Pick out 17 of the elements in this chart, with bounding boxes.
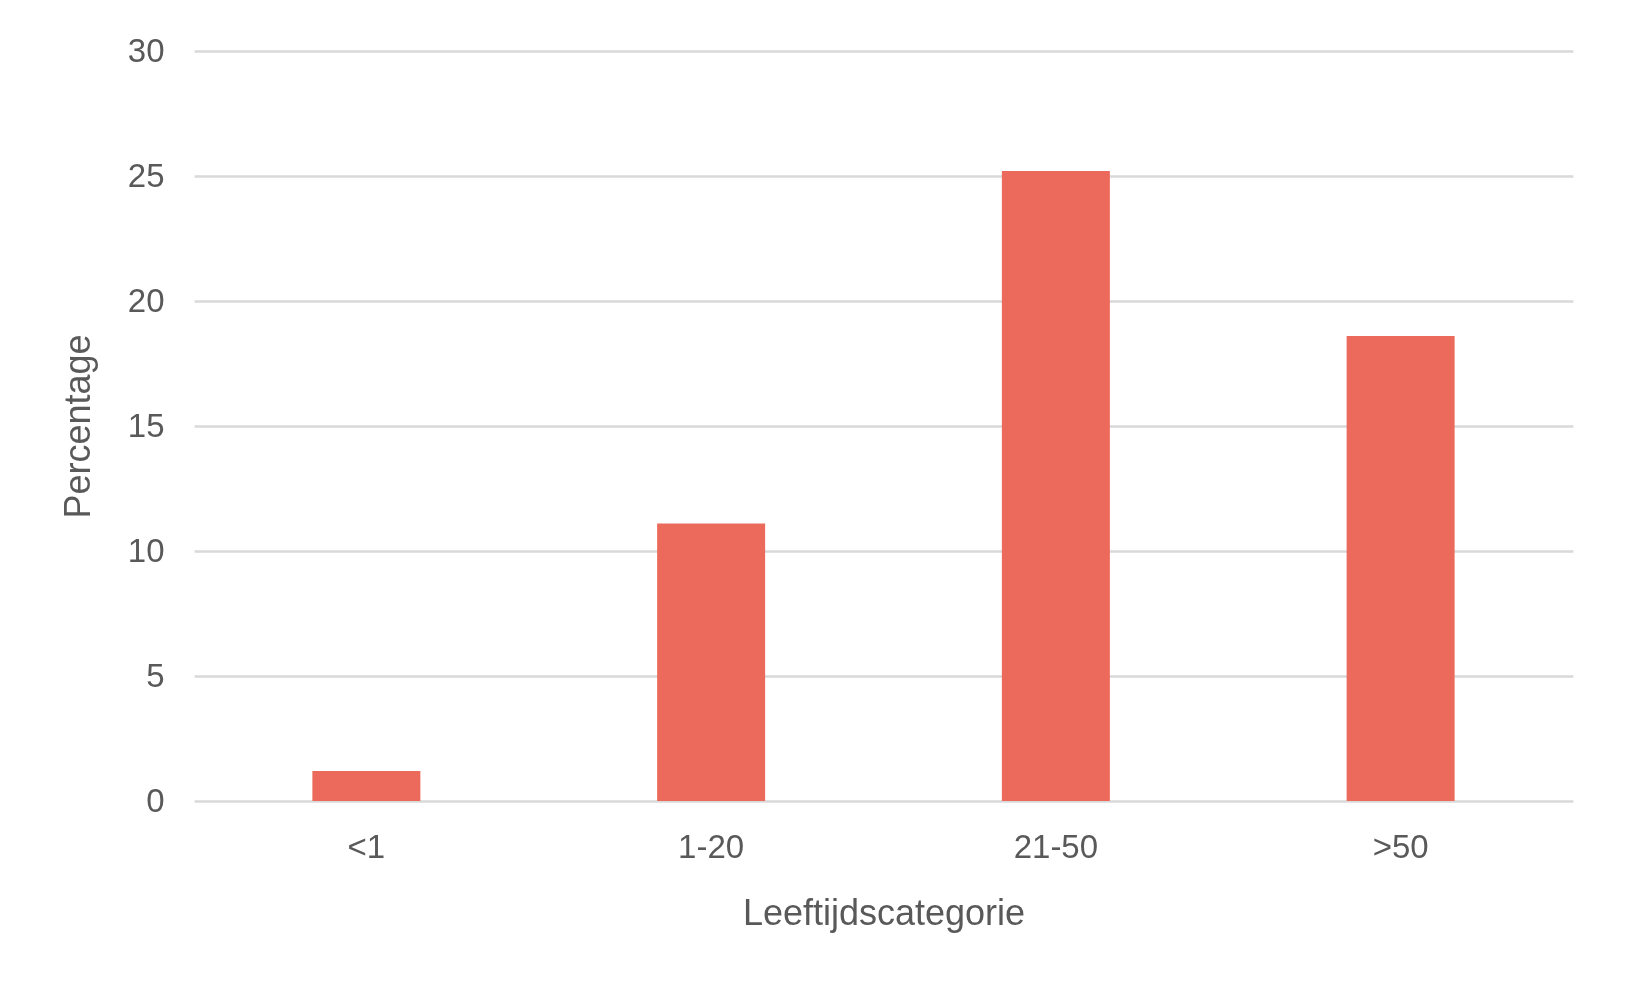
y-tick-label: 20 <box>127 281 165 319</box>
x-tick-label: 21-50 <box>1013 827 1099 865</box>
y-axis-title: Percentage <box>56 334 98 519</box>
bar <box>1346 336 1455 801</box>
x-tick-label: >50 <box>1372 827 1429 865</box>
bar <box>312 771 421 801</box>
bar <box>1001 171 1110 801</box>
y-tick-label: 5 <box>146 656 165 694</box>
y-tick-label: 0 <box>146 781 165 819</box>
y-tick-label: 25 <box>127 156 165 194</box>
y-tick-label: 15 <box>127 406 165 444</box>
y-tick-label: 30 <box>127 31 165 69</box>
x-axis-title: Leeftijdscategorie <box>742 891 1026 933</box>
x-tick-label: 1-20 <box>678 827 745 865</box>
bar <box>657 523 766 801</box>
x-tick-label: <1 <box>347 827 386 865</box>
y-tick-label: 10 <box>127 531 165 569</box>
